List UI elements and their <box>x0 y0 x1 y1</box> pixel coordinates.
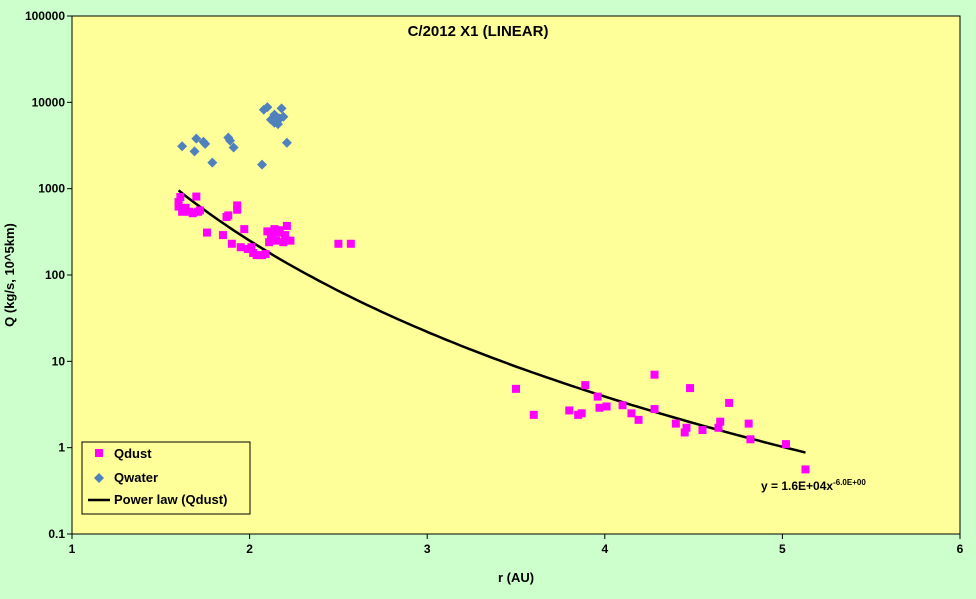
legend-qwater-label: Qwater <box>114 470 158 485</box>
qwater-point <box>207 157 218 168</box>
qdust-point <box>272 236 281 245</box>
x-tick-label: 6 <box>957 542 964 556</box>
qdust-point <box>650 405 659 414</box>
qdust-point <box>202 228 211 237</box>
x-tick-label: 1 <box>69 542 76 556</box>
qdust-point <box>176 193 185 202</box>
qdust-point <box>746 435 755 444</box>
x-axis-label: r (AU) <box>498 570 534 585</box>
legend-qdust-marker <box>95 449 103 457</box>
qdust-point <box>595 403 604 412</box>
legend-qdust-label: Qdust <box>114 446 152 461</box>
fit-equation-main: y = 1.6E+04x <box>761 479 833 493</box>
qdust-point <box>265 238 274 247</box>
qdust-point <box>565 406 574 415</box>
qwater-point <box>271 116 282 127</box>
qdust-point <box>618 401 627 410</box>
fit-line-group <box>177 189 806 454</box>
qdust-point <box>512 384 520 393</box>
y-tick-label: 10000 <box>32 95 66 109</box>
qwater-point <box>257 159 268 170</box>
qdust-point <box>188 209 197 218</box>
qdust-point <box>263 227 272 236</box>
qwater-point <box>200 138 211 149</box>
qdust-point <box>192 192 201 201</box>
qdust-point <box>252 251 261 260</box>
qdust-point <box>593 392 602 401</box>
legend-qwater-marker <box>94 473 104 483</box>
y-axis-label: Q (kg/s, 10^5km) <box>2 223 17 327</box>
qdust-point <box>781 440 790 449</box>
qdust-point <box>240 225 249 234</box>
power-law-fit-line <box>177 189 806 454</box>
qwater-point <box>278 111 289 122</box>
y-tick-label: 1000 <box>38 182 65 196</box>
qwater-point <box>276 103 287 114</box>
x-tick-label: 4 <box>601 542 608 556</box>
qdust-point <box>233 201 242 210</box>
qdust-point <box>286 236 295 245</box>
fit-equation-exponent: -6.0E+00 <box>833 478 866 487</box>
qdust-point <box>346 239 355 248</box>
qdust-point <box>236 243 245 252</box>
qdust-point <box>227 239 236 248</box>
legend: Qdust Qwater Power law (Qdust) <box>81 441 251 515</box>
qdust-point <box>224 211 233 220</box>
qdust-point <box>714 423 723 432</box>
qdust-point <box>725 398 734 407</box>
fit-equation: y = 1.6E+04x-6.0E+00 <box>761 478 866 493</box>
qdust-point <box>671 419 680 428</box>
x-tick-label: 3 <box>424 542 431 556</box>
qdust-point <box>334 239 343 248</box>
qdust-point <box>233 205 242 214</box>
y-tick-label: 1 <box>58 441 65 455</box>
qdust-point <box>282 221 291 230</box>
qdust-point <box>247 243 256 252</box>
qdust-point <box>627 409 636 418</box>
qdust-point <box>682 423 691 432</box>
qdust-point <box>801 465 810 474</box>
data-points <box>174 102 810 474</box>
qdust-point <box>602 402 611 411</box>
y-tick-label: 100 <box>45 268 65 282</box>
qdust-point <box>680 428 689 437</box>
qdust-point <box>279 238 288 247</box>
qwater-point <box>262 102 273 113</box>
qwater-point <box>191 133 202 144</box>
x-tick-label: 2 <box>246 542 253 556</box>
qdust-point <box>634 415 643 424</box>
qdust-point <box>650 370 659 379</box>
y-tick-label: 100000 <box>25 9 65 23</box>
y-tick-label: 0.1 <box>48 527 65 541</box>
qwater-point <box>281 137 292 148</box>
qwater-point <box>177 141 188 152</box>
legend-fit-label: Power law (Qdust) <box>114 492 227 507</box>
qdust-point <box>218 231 227 240</box>
qdust-point <box>281 231 290 240</box>
qdust-point <box>174 202 183 211</box>
qdust-point <box>275 226 284 235</box>
qdust-point <box>716 417 725 426</box>
qdust-point <box>744 419 753 428</box>
qdust-point <box>581 381 590 390</box>
axis-ticks: 1 2 3 4 5 6 0.1 1 10 100 1000 10000 100000 <box>25 9 964 556</box>
qwater-point <box>225 135 236 146</box>
chart-title: C/2012 X1 (LINEAR) <box>408 23 549 40</box>
qdust-point <box>577 409 586 418</box>
x-tick-label: 5 <box>779 542 786 556</box>
qdust-point <box>195 206 204 215</box>
qdust-point <box>529 410 538 419</box>
qdust-point <box>686 384 695 393</box>
qwater-point <box>189 146 200 157</box>
qdust-point <box>174 198 183 207</box>
qdust-point <box>266 232 275 241</box>
legend-box <box>81 441 251 515</box>
qdust-point <box>261 250 270 259</box>
qwater-point <box>228 142 239 153</box>
qdust-point <box>698 426 707 435</box>
y-tick-label: 10 <box>52 354 66 368</box>
